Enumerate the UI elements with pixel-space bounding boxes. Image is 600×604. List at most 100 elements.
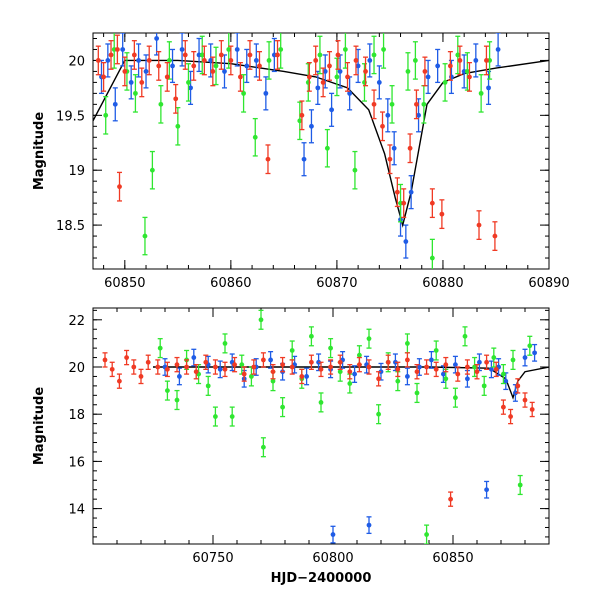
data-point	[395, 378, 401, 384]
data-point	[142, 233, 148, 239]
data-point	[226, 47, 232, 52]
data-point	[501, 404, 506, 410]
data-point	[414, 369, 420, 375]
data-point	[532, 350, 537, 356]
data-point	[366, 522, 372, 528]
data-point	[522, 397, 528, 403]
bottom-tick-labels: 60750 60800 60850 14 16 18 20 22	[68, 314, 473, 566]
data-point	[317, 52, 323, 58]
data-point	[527, 343, 533, 349]
data-point	[335, 52, 341, 58]
data-point	[433, 366, 439, 372]
data-point	[381, 47, 386, 52]
data-point	[309, 359, 314, 365]
data-point	[265, 156, 271, 162]
x-tick-label: 60870	[316, 276, 357, 291]
top-plot-frame	[92, 32, 550, 270]
y-tick-label: 20	[68, 54, 85, 69]
data-point	[472, 364, 477, 370]
data-point	[367, 58, 373, 63]
data-point	[391, 145, 397, 151]
data-point	[371, 101, 377, 107]
y-tick-label: 14	[68, 503, 85, 518]
data-point	[252, 134, 258, 140]
data-point	[389, 101, 395, 107]
data-point	[401, 200, 407, 206]
data-point	[467, 74, 472, 80]
data-point	[429, 357, 434, 363]
data-point	[414, 390, 420, 396]
data-point	[270, 378, 276, 384]
x-tick-label: 60750	[192, 551, 233, 566]
data-point	[182, 52, 188, 58]
data-point	[165, 388, 170, 393]
data-point	[105, 58, 111, 63]
data-point	[478, 90, 484, 96]
top-data-points	[95, 33, 501, 269]
data-point	[417, 364, 422, 370]
y-tick-label: 19.5	[56, 109, 85, 124]
data-point	[421, 101, 427, 107]
data-point	[217, 366, 223, 372]
data-point	[491, 355, 497, 360]
data-point	[529, 407, 535, 412]
data-point	[213, 364, 218, 370]
data-point	[289, 364, 295, 370]
data-point	[156, 63, 162, 69]
data-point	[385, 112, 391, 118]
data-point	[387, 156, 393, 162]
data-point	[366, 364, 372, 370]
data-point	[304, 374, 309, 379]
data-point	[166, 58, 172, 63]
data-point	[149, 167, 155, 173]
data-point	[355, 63, 361, 69]
data-point	[414, 101, 419, 107]
data-point	[232, 362, 238, 368]
bottom-y-axis-label: Magnitude	[32, 387, 47, 466]
data-point	[328, 364, 333, 370]
data-point	[473, 58, 479, 63]
x-tick-label: 60850	[104, 276, 145, 291]
data-point	[208, 58, 214, 63]
data-point	[464, 69, 470, 74]
data-point	[455, 371, 461, 377]
data-point	[301, 156, 307, 162]
top-y-axis-label: Magnitude	[32, 112, 47, 191]
data-point	[247, 52, 253, 58]
data-point	[443, 362, 449, 368]
data-point	[179, 47, 185, 52]
data-point	[394, 189, 400, 195]
data-point	[174, 362, 180, 368]
data-point	[486, 85, 491, 91]
data-point	[218, 52, 224, 58]
top-panel: 60850 60860 60870 60880 60890 18.5 19 19.5 20 Ma…	[32, 32, 570, 291]
data-point	[228, 58, 234, 63]
data-point	[328, 345, 333, 351]
data-point	[448, 496, 453, 502]
data-point	[170, 63, 175, 69]
data-point	[481, 383, 487, 389]
data-point	[347, 381, 353, 386]
data-point	[188, 85, 193, 91]
data-point	[342, 47, 348, 52]
data-point	[238, 74, 243, 80]
data-point	[128, 79, 134, 85]
data-point	[136, 58, 142, 63]
data-point	[416, 112, 421, 118]
data-point	[484, 487, 489, 493]
y-tick-label: 18.5	[56, 219, 85, 234]
data-point	[249, 374, 254, 379]
data-point	[201, 58, 207, 63]
data-point	[261, 444, 266, 450]
data-point	[266, 58, 272, 63]
data-point	[103, 112, 109, 118]
bottom-plot-frame	[92, 307, 550, 545]
data-point	[222, 341, 228, 346]
data-point	[268, 357, 273, 363]
data-point	[337, 69, 343, 74]
data-point	[299, 374, 305, 379]
data-point	[234, 47, 240, 52]
data-point	[465, 364, 470, 370]
data-point	[280, 362, 285, 368]
